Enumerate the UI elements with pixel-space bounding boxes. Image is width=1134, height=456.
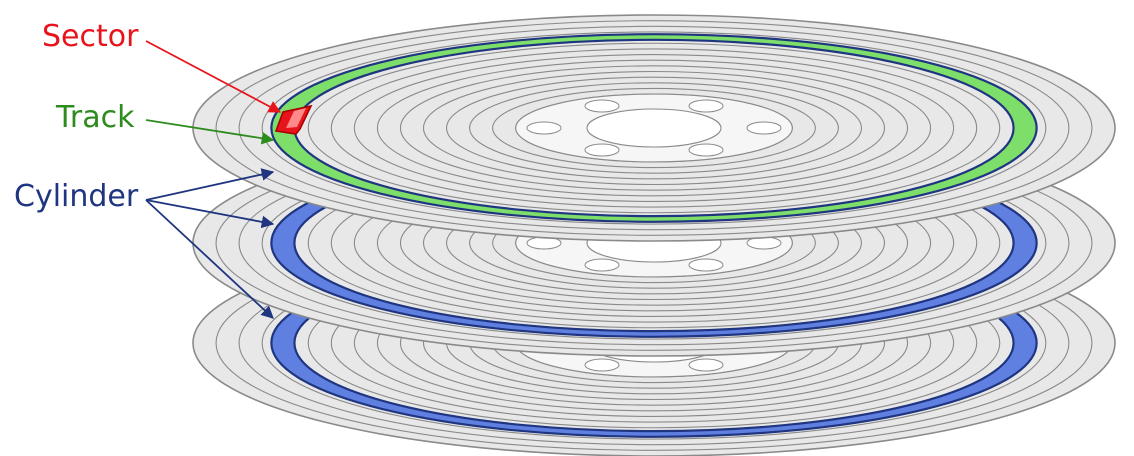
track-ring	[353, 54, 955, 202]
track-ring	[261, 31, 1047, 225]
track-ring	[376, 59, 932, 197]
screw-hole	[584, 358, 620, 372]
cylinder-arrow-middle	[145, 199, 275, 229]
track-ring	[238, 25, 1070, 231]
screw-hole	[584, 99, 620, 113]
track-ring	[330, 48, 978, 208]
track-ring	[307, 42, 1001, 214]
screw-hole	[688, 358, 724, 372]
track-ring	[492, 87, 816, 169]
screw-hole	[688, 258, 724, 272]
platter	[192, 14, 1116, 242]
screw-hole	[584, 258, 620, 272]
track-ring	[215, 20, 1093, 236]
screw-hole	[688, 99, 724, 113]
screw-hole	[584, 143, 620, 157]
sector-label: Sector	[42, 19, 139, 54]
sector-arrow	[145, 40, 282, 113]
screw-hole	[688, 143, 724, 157]
track-ring	[469, 82, 839, 174]
track-label: Track	[56, 100, 135, 135]
cylinder-arrow-top	[145, 168, 275, 201]
cylinder-label: Cylinder	[14, 179, 139, 214]
track-ring	[399, 65, 909, 191]
sector-inner-highlight	[286, 108, 306, 128]
track-band	[270, 33, 1038, 223]
screw-hole	[746, 121, 782, 135]
spindle-hole	[586, 108, 722, 148]
track-ring	[422, 70, 886, 186]
cylinder-arrow-bottom	[145, 199, 274, 319]
track-ring	[445, 76, 862, 180]
screw-hole	[526, 121, 562, 135]
track-arrow	[145, 119, 275, 145]
